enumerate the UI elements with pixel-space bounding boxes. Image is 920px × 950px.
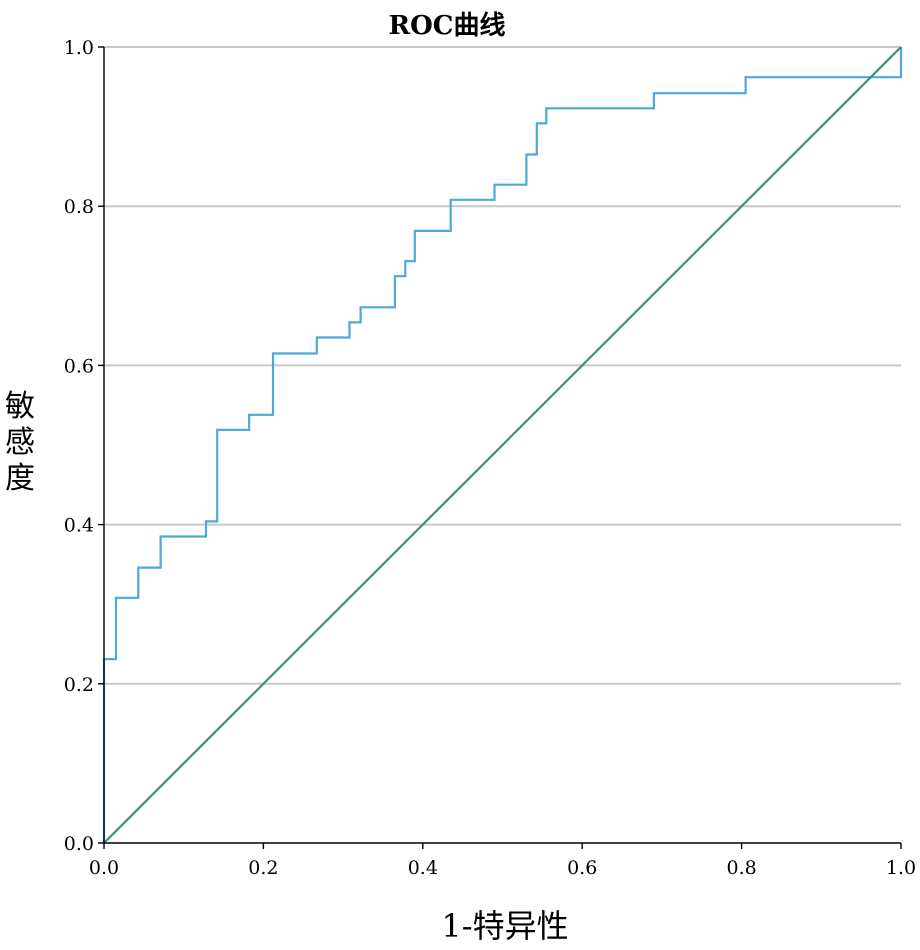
x-tick-label: 0.0 — [89, 857, 119, 879]
x-axis-title: 1-特异性 — [441, 907, 568, 945]
reference-diagonal-line — [103, 46, 902, 844]
y-axis-title-char: 感 — [5, 425, 35, 460]
x-tick-label: 1.0 — [886, 857, 916, 879]
y-tick-label: 0.8 — [64, 196, 94, 218]
series-layer — [102, 46, 903, 844]
y-tick-label: 0.0 — [64, 833, 94, 855]
y-tick-label: 1.0 — [64, 37, 94, 59]
y-axis-title-char: 度 — [5, 461, 35, 496]
y-tick-label: 0.6 — [64, 355, 94, 377]
x-tick-label: 0.2 — [248, 857, 278, 879]
x-tick-label: 0.8 — [726, 857, 756, 879]
chart-title: ROC曲线 — [389, 11, 506, 41]
y-tick-label: 0.4 — [64, 515, 94, 537]
x-tick-label: 0.6 — [567, 857, 597, 879]
roc-curve-line — [102, 47, 903, 843]
ticks: 0.0 0.2 0.4 0.6 0.8 1.0 0.0 0.2 0.4 0.6 0.8 1.0 — [64, 37, 916, 879]
axes — [103, 47, 901, 844]
y-axis-title: 敏感度 — [5, 389, 35, 496]
x-tick-label: 0.4 — [408, 857, 438, 879]
gridlines — [104, 46, 901, 685]
y-tick-label: 0.2 — [64, 674, 94, 696]
y-axis-title-char: 敏 — [5, 389, 35, 424]
